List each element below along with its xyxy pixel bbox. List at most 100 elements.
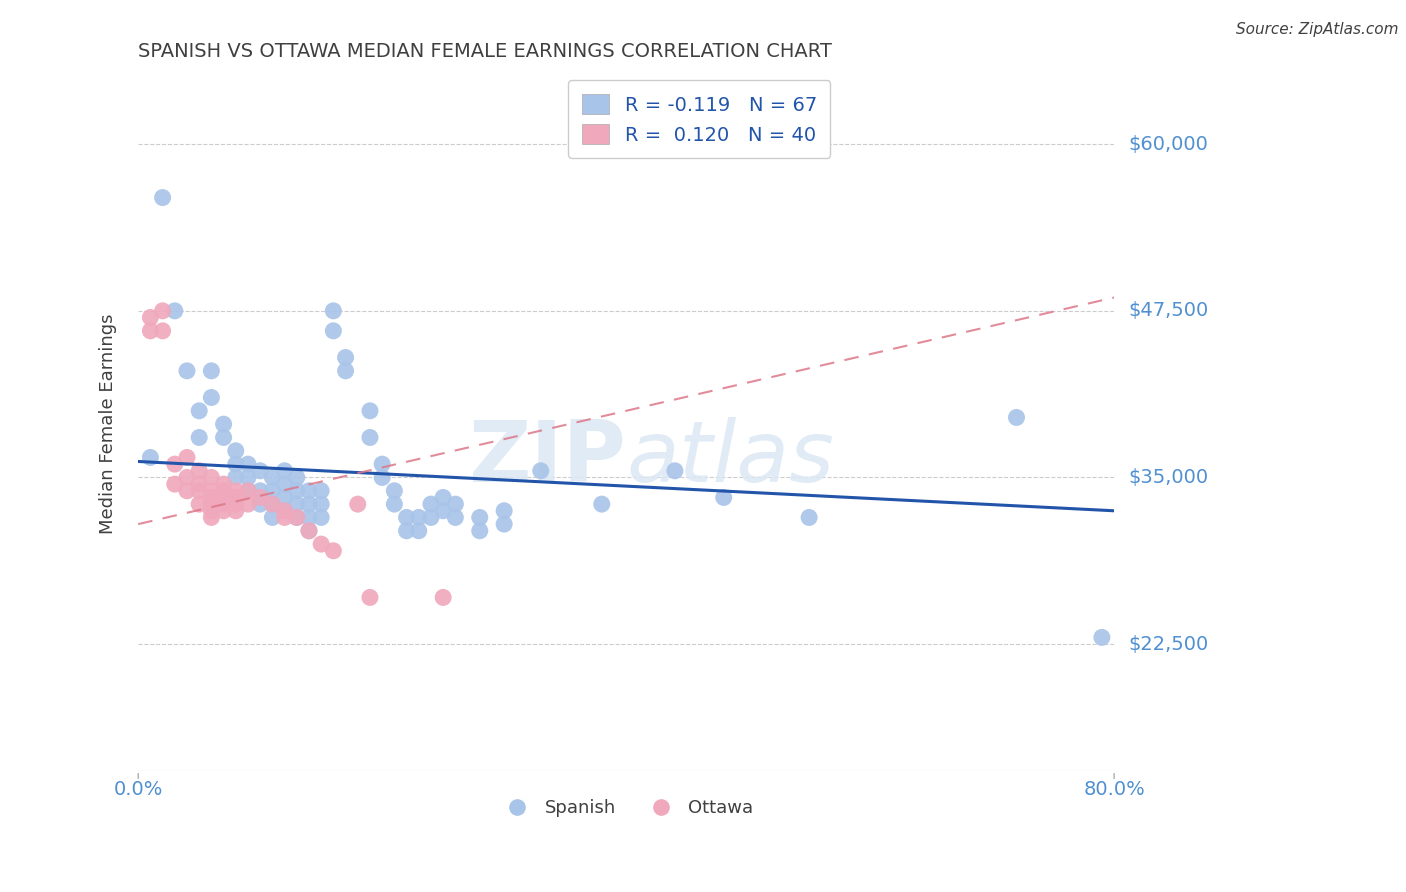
Point: [322, 324, 344, 338]
Point: [273, 491, 295, 505]
Text: $60,000: $60,000: [1128, 135, 1208, 153]
Point: [444, 497, 467, 511]
Point: [212, 477, 235, 491]
Point: [371, 457, 394, 471]
Point: [152, 303, 174, 318]
Point: [188, 497, 211, 511]
Point: [432, 504, 454, 518]
Point: [273, 504, 295, 518]
Point: [225, 497, 247, 511]
Point: [285, 470, 308, 484]
Point: [664, 464, 686, 478]
Point: [335, 351, 357, 365]
Point: [249, 483, 271, 498]
Point: [298, 497, 321, 511]
Point: [285, 510, 308, 524]
Text: $22,500: $22,500: [1128, 634, 1208, 654]
Point: [713, 491, 735, 505]
Point: [225, 470, 247, 484]
Point: [139, 450, 162, 465]
Point: [309, 510, 332, 524]
Point: [382, 497, 405, 511]
Point: [225, 491, 247, 505]
Point: [797, 510, 820, 524]
Point: [212, 430, 235, 444]
Point: [444, 510, 467, 524]
Point: [225, 443, 247, 458]
Point: [309, 497, 332, 511]
Point: [249, 464, 271, 478]
Point: [322, 543, 344, 558]
Point: [309, 483, 332, 498]
Point: [163, 303, 186, 318]
Point: [236, 497, 259, 511]
Point: [163, 457, 186, 471]
Point: [139, 310, 162, 325]
Point: [298, 524, 321, 538]
Point: [200, 510, 222, 524]
Point: [420, 510, 443, 524]
Point: [359, 430, 381, 444]
Point: [212, 483, 235, 498]
Point: [163, 477, 186, 491]
Point: [530, 464, 553, 478]
Point: [262, 483, 284, 498]
Point: [188, 483, 211, 498]
Point: [188, 404, 211, 418]
Point: [298, 483, 321, 498]
Point: [273, 510, 295, 524]
Legend: Spanish, Ottawa: Spanish, Ottawa: [492, 791, 761, 824]
Text: ZIP: ZIP: [468, 417, 626, 500]
Point: [262, 470, 284, 484]
Text: atlas: atlas: [626, 417, 834, 500]
Point: [188, 477, 211, 491]
Point: [262, 497, 284, 511]
Point: [212, 497, 235, 511]
Point: [176, 364, 198, 378]
Point: [335, 364, 357, 378]
Point: [225, 483, 247, 498]
Point: [420, 497, 443, 511]
Point: [273, 477, 295, 491]
Point: [273, 464, 295, 478]
Point: [408, 524, 430, 538]
Point: [285, 510, 308, 524]
Point: [359, 591, 381, 605]
Point: [1005, 410, 1028, 425]
Point: [188, 430, 211, 444]
Point: [249, 497, 271, 511]
Point: [346, 497, 368, 511]
Point: [152, 324, 174, 338]
Point: [200, 470, 222, 484]
Point: [176, 450, 198, 465]
Point: [432, 491, 454, 505]
Point: [408, 510, 430, 524]
Point: [249, 491, 271, 505]
Point: [494, 504, 516, 518]
Point: [188, 464, 211, 478]
Point: [359, 404, 381, 418]
Point: [200, 497, 222, 511]
Point: [176, 470, 198, 484]
Point: [225, 457, 247, 471]
Y-axis label: Median Female Earnings: Median Female Earnings: [100, 314, 117, 534]
Point: [468, 510, 491, 524]
Point: [139, 324, 162, 338]
Point: [176, 483, 198, 498]
Point: [432, 591, 454, 605]
Text: $35,000: $35,000: [1128, 468, 1208, 487]
Point: [591, 497, 613, 511]
Point: [212, 491, 235, 505]
Point: [273, 504, 295, 518]
Point: [371, 470, 394, 484]
Point: [200, 491, 222, 505]
Point: [236, 470, 259, 484]
Point: [322, 303, 344, 318]
Point: [309, 537, 332, 551]
Point: [298, 524, 321, 538]
Point: [236, 483, 259, 498]
Point: [225, 504, 247, 518]
Point: [468, 524, 491, 538]
Point: [285, 497, 308, 511]
Point: [262, 510, 284, 524]
